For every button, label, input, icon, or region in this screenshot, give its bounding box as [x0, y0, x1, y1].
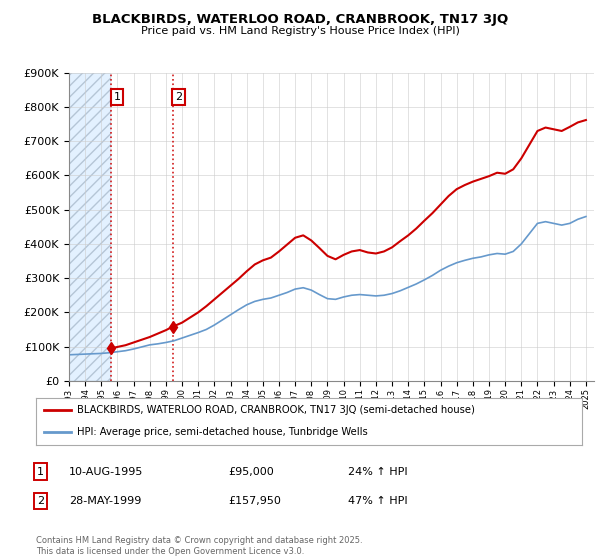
Text: BLACKBIRDS, WATERLOO ROAD, CRANBROOK, TN17 3JQ: BLACKBIRDS, WATERLOO ROAD, CRANBROOK, TN… — [92, 13, 508, 26]
Text: 1: 1 — [37, 466, 44, 477]
Text: HPI: Average price, semi-detached house, Tunbridge Wells: HPI: Average price, semi-detached house,… — [77, 427, 368, 437]
Text: 2: 2 — [37, 496, 44, 506]
Text: £157,950: £157,950 — [228, 496, 281, 506]
Text: 2: 2 — [175, 92, 182, 102]
Text: 1: 1 — [113, 92, 121, 102]
Text: 28-MAY-1999: 28-MAY-1999 — [69, 496, 142, 506]
Text: Contains HM Land Registry data © Crown copyright and database right 2025.
This d: Contains HM Land Registry data © Crown c… — [36, 536, 362, 556]
Text: 10-AUG-1995: 10-AUG-1995 — [69, 466, 143, 477]
Text: Price paid vs. HM Land Registry's House Price Index (HPI): Price paid vs. HM Land Registry's House … — [140, 26, 460, 36]
Text: BLACKBIRDS, WATERLOO ROAD, CRANBROOK, TN17 3JQ (semi-detached house): BLACKBIRDS, WATERLOO ROAD, CRANBROOK, TN… — [77, 405, 475, 416]
Text: 47% ↑ HPI: 47% ↑ HPI — [348, 496, 407, 506]
Text: 24% ↑ HPI: 24% ↑ HPI — [348, 466, 407, 477]
Text: £95,000: £95,000 — [228, 466, 274, 477]
